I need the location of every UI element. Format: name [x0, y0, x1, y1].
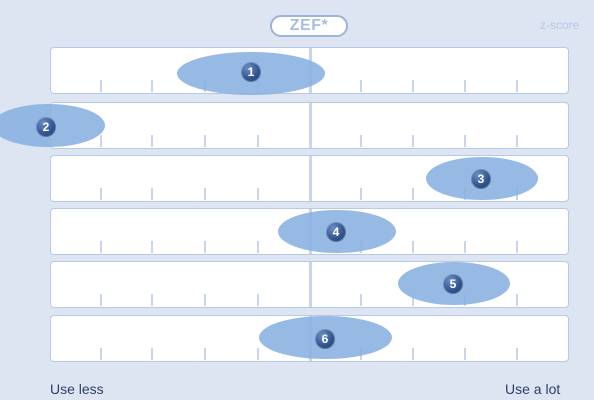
scale-tick — [412, 80, 414, 92]
scale-tick — [257, 348, 259, 360]
scale-tick — [516, 80, 518, 92]
scale-tick — [204, 135, 206, 147]
scale-tick — [257, 135, 259, 147]
logo-text: ZEF* — [289, 17, 329, 34]
item-badge-4[interactable]: 4 — [326, 222, 346, 242]
scale-tick — [464, 80, 466, 92]
scale-tick — [360, 135, 362, 147]
scale-tick — [100, 241, 102, 253]
scale-tick — [100, 348, 102, 360]
scale-tick — [412, 294, 414, 306]
scale-tick — [464, 241, 466, 253]
scale-tick — [151, 348, 153, 360]
scale-tick — [360, 80, 362, 92]
item-badge-3[interactable]: 3 — [471, 169, 491, 189]
scale-tick — [151, 241, 153, 253]
scale-tick — [151, 80, 153, 92]
scale-tick — [412, 188, 414, 200]
item-badge-1[interactable]: 1 — [241, 62, 261, 82]
scale-tick — [412, 135, 414, 147]
scale-tick — [360, 188, 362, 200]
scale-tick — [516, 294, 518, 306]
center-line — [309, 262, 312, 307]
scale-tick — [360, 294, 362, 306]
scale-tick — [464, 348, 466, 360]
scale-tick — [516, 241, 518, 253]
scale-tick — [100, 188, 102, 200]
scale-tick — [516, 135, 518, 147]
scale-tick — [100, 80, 102, 92]
item-badge-2[interactable]: 2 — [36, 117, 56, 137]
scale-tick — [204, 294, 206, 306]
scale-tick — [100, 135, 102, 147]
scale-tick — [204, 241, 206, 253]
z-score-link[interactable]: z-score — [540, 18, 580, 32]
zef-logo: ZEF* — [270, 15, 348, 37]
rating-row-2 — [50, 102, 569, 149]
center-line — [309, 156, 312, 201]
scale-right-label: Use a lot — [505, 381, 561, 397]
scale-tick — [412, 348, 414, 360]
scale-tick — [257, 241, 259, 253]
scale-tick — [464, 135, 466, 147]
scale-tick — [151, 294, 153, 306]
scale-tick — [257, 188, 259, 200]
scale-tick — [516, 348, 518, 360]
scale-tick — [204, 348, 206, 360]
scale-tick — [257, 294, 259, 306]
scale-tick — [204, 188, 206, 200]
scale-tick — [151, 135, 153, 147]
item-badge-6[interactable]: 6 — [315, 329, 335, 349]
scale-left-label: Use less — [50, 381, 104, 397]
center-line — [309, 103, 312, 148]
scale-tick — [151, 188, 153, 200]
item-badge-5[interactable]: 5 — [443, 274, 463, 294]
scale-tick — [100, 294, 102, 306]
scale-tick — [412, 241, 414, 253]
